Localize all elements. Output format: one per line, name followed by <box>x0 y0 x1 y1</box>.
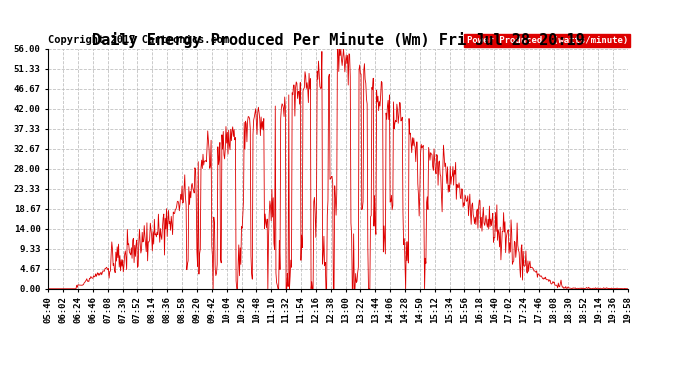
Text: Copyright 2017 Cartronics.com: Copyright 2017 Cartronics.com <box>48 35 230 45</box>
Title: Daily Energy Produced Per Minute (Wm) Fri Jul 28 20:19: Daily Energy Produced Per Minute (Wm) Fr… <box>92 32 584 48</box>
Text: Power Produced  (watts/minute): Power Produced (watts/minute) <box>466 36 628 45</box>
